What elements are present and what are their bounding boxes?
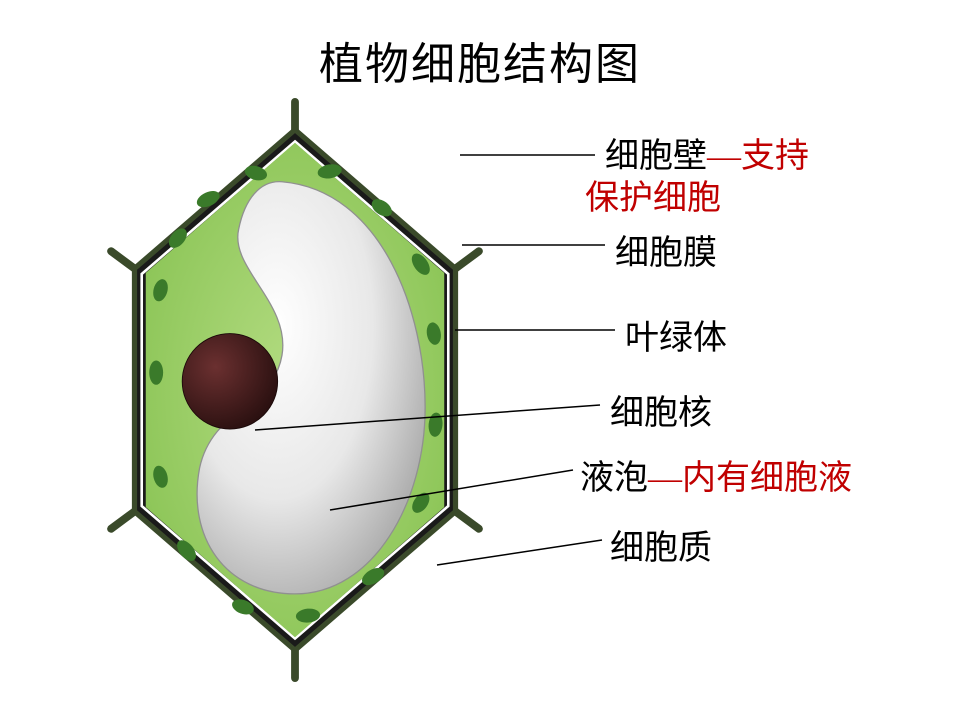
- label-nucleus: 细胞核: [610, 385, 712, 434]
- label-chloroplast: 叶绿体: [625, 310, 727, 359]
- plant-cell-diagram: [85, 95, 505, 685]
- label-cytoplasm: 细胞质: [610, 520, 712, 569]
- diagram-title: 植物细胞结构图: [0, 28, 960, 92]
- label-cell-wall-line2: 保护细胞: [585, 170, 721, 219]
- label-vacuole: 液泡—内有细胞液: [580, 450, 852, 499]
- label-cell-membrane: 细胞膜: [615, 225, 717, 274]
- nucleus: [182, 334, 277, 429]
